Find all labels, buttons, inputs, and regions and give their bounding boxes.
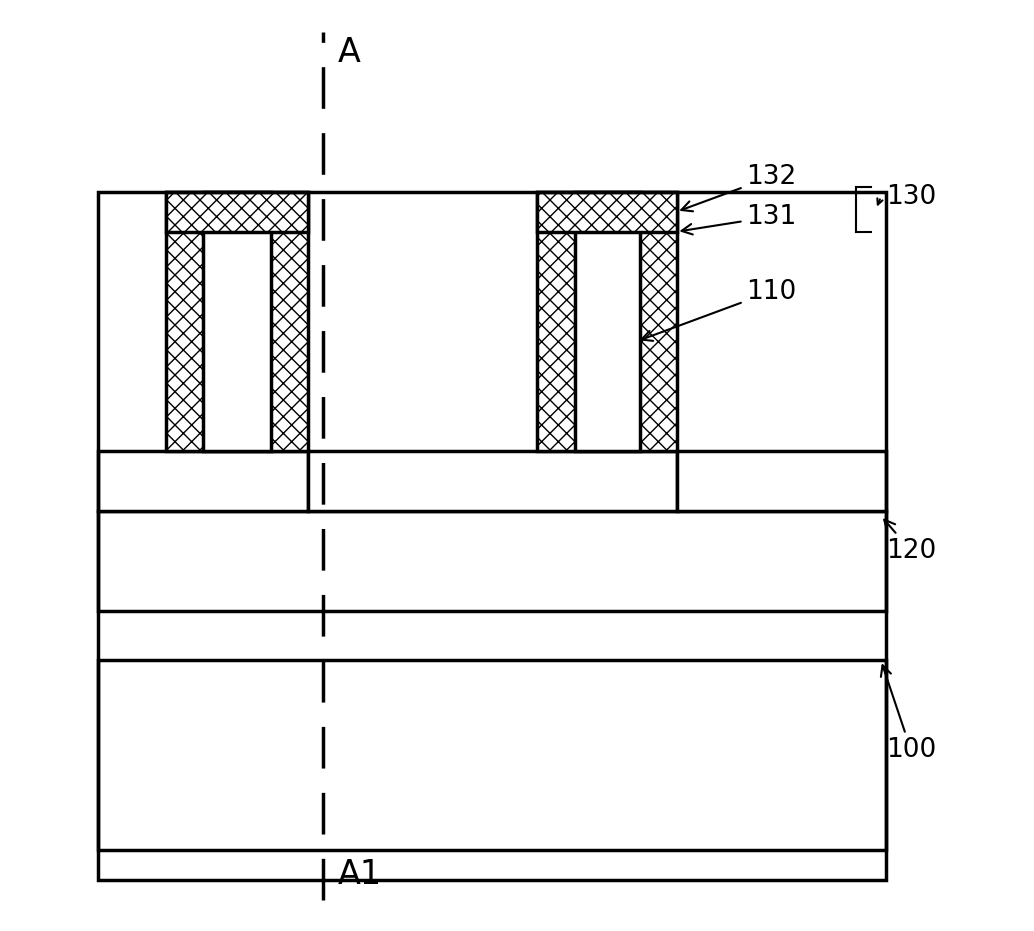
Text: 131: 131 [681,204,796,235]
Bar [98,511,886,611]
Bar [537,192,676,451]
Text: 130: 130 [886,183,936,209]
Bar [203,192,271,451]
Text: A: A [337,35,361,69]
Bar [98,192,886,850]
Text: 110: 110 [641,278,796,341]
Bar [537,192,676,232]
Bar [676,451,886,511]
Bar [308,451,676,511]
Text: 120: 120 [884,519,936,564]
Bar [98,451,308,511]
Bar [575,192,640,451]
Text: 132: 132 [681,164,796,211]
Bar [98,660,886,880]
Bar [166,192,308,232]
Text: 100: 100 [881,666,936,763]
Text: A1: A1 [337,858,382,891]
Bar [166,192,308,451]
